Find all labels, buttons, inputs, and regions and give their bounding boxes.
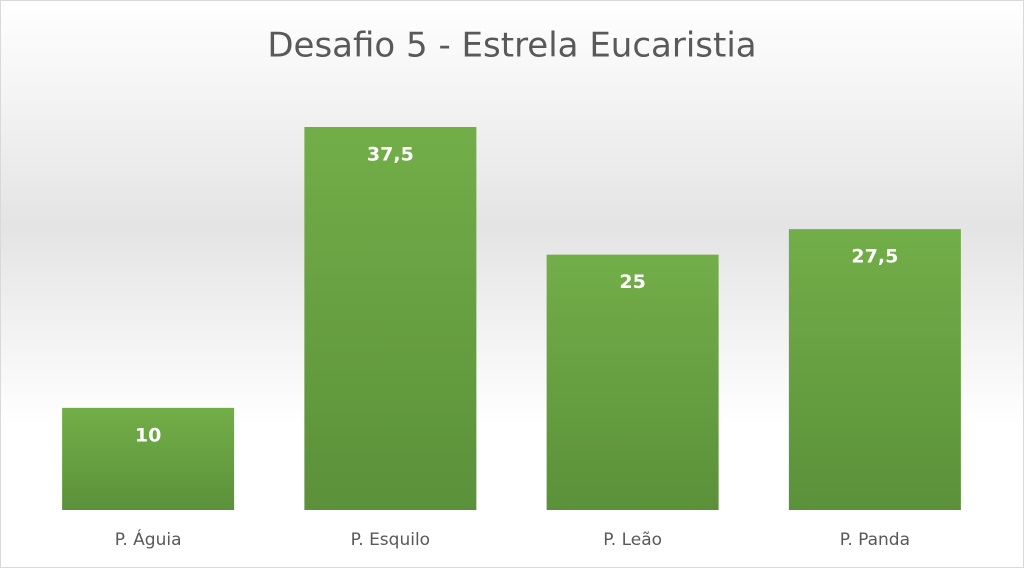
data-label: 25 <box>619 271 645 293</box>
data-label: 27,5 <box>851 246 898 268</box>
data-label: 10 <box>135 424 161 446</box>
x-tick-label: P. Esquilo <box>351 530 430 550</box>
bar <box>62 407 235 510</box>
bar <box>304 127 477 510</box>
x-tick-label: P. Panda <box>840 530 910 550</box>
x-tick-label: P. Águia <box>115 528 182 550</box>
x-tick-label: P. Leão <box>603 530 662 550</box>
bar <box>788 229 961 510</box>
chart-title: Desafio 5 - Estrela Eucaristia <box>267 26 756 66</box>
data-label: 37,5 <box>367 144 414 166</box>
bar <box>546 254 719 510</box>
